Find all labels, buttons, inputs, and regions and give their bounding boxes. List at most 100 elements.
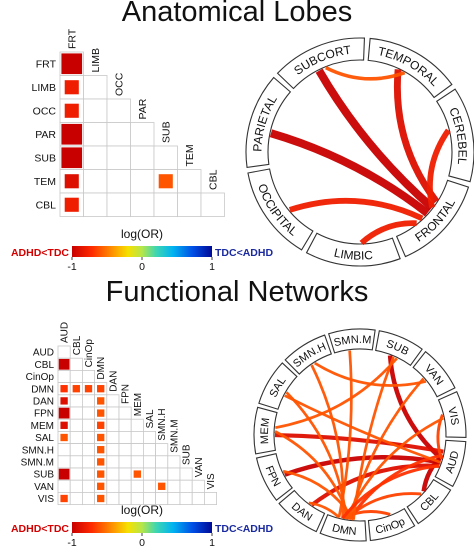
net-cell-smn-m-fpn bbox=[118, 455, 132, 469]
net-cell-sal-aud bbox=[57, 430, 71, 444]
net-cell-van-smn-m bbox=[167, 479, 181, 493]
net-cell-smn-m-mem bbox=[130, 455, 144, 469]
net-sector-label-smn-m: SMN.M bbox=[333, 334, 372, 349]
lobe-cell-tem-par bbox=[130, 169, 155, 194]
net-col-label-aud: AUD bbox=[60, 322, 71, 343]
net-row-label-dmn: DMN bbox=[31, 384, 54, 395]
lobe-matrix: FRT LIMB OCC PAR SUB TEM CBL FRT LIMB OCC PAR SUB TE… bbox=[31, 28, 225, 217]
lobe-cell-sub-occ bbox=[106, 145, 131, 170]
net-cell-mem-dmn bbox=[94, 418, 108, 432]
net-sector-dan bbox=[278, 489, 326, 533]
net-cell-mem-aud bbox=[57, 418, 71, 432]
net-row-label-sal: SAL bbox=[35, 433, 54, 444]
net-sector-smn-m bbox=[327, 328, 376, 354]
net-cell-sal-fpn bbox=[118, 430, 132, 444]
lobe-colorbar-xlabel: log(OR) bbox=[121, 227, 163, 241]
network-matrix: AUDCBLCinOpDMNDANFPNMEMSALSMN.HSMN.MSUBV… bbox=[21, 322, 217, 505]
net-row-label-van: VAN bbox=[34, 482, 54, 493]
lobe-cell-par-frt bbox=[59, 122, 84, 147]
net-cell-smn-h-cbl bbox=[69, 443, 83, 457]
net-cell-smn-m-smn-h bbox=[155, 455, 169, 469]
lobe-cell-sub-sub bbox=[153, 145, 178, 170]
net-cell-van-mem bbox=[130, 479, 144, 493]
net-cell-mem-dan bbox=[106, 418, 120, 432]
net-cell-mem-cbl bbox=[69, 418, 83, 432]
net-cell-dan-cinop bbox=[82, 394, 96, 408]
lobe-sector-parietal bbox=[245, 76, 292, 169]
lobe-col-label-sub: SUB bbox=[160, 121, 172, 143]
lobe-cell-occ-occ bbox=[106, 98, 131, 123]
lobe-cell-cbl-cbl bbox=[200, 192, 225, 217]
lobe-col-label-tem: TEM bbox=[184, 144, 196, 166]
net-cell-mem-cinop bbox=[82, 418, 96, 432]
functional-networks-title: Functional Networks bbox=[105, 276, 369, 308]
net-cell-van-cbl bbox=[69, 479, 83, 493]
net-cell-aud-aud bbox=[57, 345, 71, 359]
lobe-chord-subcort-temporal bbox=[325, 66, 406, 81]
lobe-cell-cbl-sub bbox=[153, 192, 178, 217]
net-cell-cinop-cinop bbox=[82, 369, 96, 383]
net-cell-smn-h-dan bbox=[106, 443, 120, 457]
net-cell-dmn-cbl bbox=[69, 382, 83, 396]
net-cell-dmn-aud bbox=[57, 382, 71, 396]
net-cell-cbl-aud bbox=[57, 357, 71, 371]
lobe-row-label-frt: FRT bbox=[36, 59, 57, 71]
net-cell-smn-h-fpn bbox=[118, 443, 132, 457]
lobe-cell-tem-frt bbox=[59, 169, 84, 194]
net-cell-van-van bbox=[191, 479, 205, 493]
net-cell-smn-m-dan bbox=[106, 455, 120, 469]
net-cell-smn-h-smn-h bbox=[155, 443, 169, 457]
net-row-label-aud: AUD bbox=[33, 348, 54, 359]
net-col-label-van: VAN bbox=[194, 457, 205, 477]
net-col-label-smn-h: SMN.H bbox=[157, 408, 168, 440]
net-cell-smn-m-cbl bbox=[69, 455, 83, 469]
lobe-colorbar: log(OR) ADHD<TDC TDC<ADHD -1 0 1 bbox=[11, 227, 274, 273]
net-colorbar-xlabel: log(OR) bbox=[121, 503, 163, 517]
net-cell-sub-smn-m bbox=[167, 467, 181, 481]
net-cell-sal-dan bbox=[106, 430, 120, 444]
lobe-sector-temporal bbox=[367, 37, 453, 99]
lobe-row-label-sub: SUB bbox=[34, 153, 56, 165]
net-cell-vis-dan bbox=[106, 491, 120, 505]
net-cell-smn-m-sal bbox=[142, 455, 156, 469]
lobe-sector-limbic bbox=[305, 232, 401, 267]
net-cell-sub-fpn bbox=[118, 467, 132, 481]
lobe-cell-tem-limb bbox=[83, 169, 108, 194]
net-cell-sub-cbl bbox=[69, 467, 83, 481]
net-row-label-dan: DAN bbox=[33, 397, 54, 408]
net-cell-vis-sub bbox=[179, 491, 193, 505]
net-cell-mem-mem bbox=[130, 418, 144, 432]
lobe-sector-frontal bbox=[395, 179, 470, 258]
lobe-colorbar-tick-label: -1 bbox=[67, 261, 76, 273]
lobe-chord-diagram: TEMPORALCEREBELFRONTALLIMBICOCCIPITALPAR… bbox=[245, 37, 474, 267]
lobe-cell-par-occ bbox=[106, 122, 131, 147]
net-cell-smn-m-aud bbox=[57, 455, 71, 469]
net-cell-fpn-dan bbox=[106, 406, 120, 420]
lobe-colorbar-right-label: TDC<ADHD bbox=[215, 247, 273, 259]
lobe-colorbar-gradient bbox=[72, 246, 212, 257]
net-row-label-fpn: FPN bbox=[34, 409, 54, 420]
lobe-cell-tem-tem bbox=[177, 169, 202, 194]
network-chord-diagram: SMN.M SUBVANVISAUDCBLCinOpDMNDANFPNMEMSAL… bbox=[253, 328, 467, 542]
net-cell-dan-cbl bbox=[69, 394, 83, 408]
lobe-cell-sub-par bbox=[130, 145, 155, 170]
network-colorbar: log(OR) ADHD<TDC TDC<ADHD -1 0 1 bbox=[11, 503, 274, 548]
lobe-col-label-par: PAR bbox=[137, 98, 149, 119]
net-cell-van-dmn bbox=[94, 479, 108, 493]
net-cell-sub-smn-h bbox=[155, 467, 169, 481]
net-cell-van-sal bbox=[142, 479, 156, 493]
net-row-label-mem: MEM bbox=[31, 421, 54, 432]
lobe-chord-frontal-occipital bbox=[288, 197, 424, 222]
net-cell-van-dan bbox=[106, 479, 120, 493]
lobe-col-label-occ: OCC bbox=[113, 72, 125, 96]
lobe-cell-sub-limb bbox=[83, 145, 108, 170]
lobe-chord-frontal-cerebel bbox=[427, 128, 451, 209]
lobe-col-label-frt: FRT bbox=[66, 28, 78, 49]
lobe-cell-cbl-par bbox=[130, 192, 155, 217]
net-chord-dmn-dan bbox=[308, 501, 340, 519]
net-cell-vis-dmn bbox=[94, 491, 108, 505]
net-colorbar-gradient bbox=[72, 522, 212, 533]
lobe-cell-occ-limb bbox=[83, 98, 108, 123]
lobe-sector-label-limbic: LIMBIC bbox=[333, 246, 374, 263]
net-cell-vis-smn-m bbox=[167, 491, 181, 505]
